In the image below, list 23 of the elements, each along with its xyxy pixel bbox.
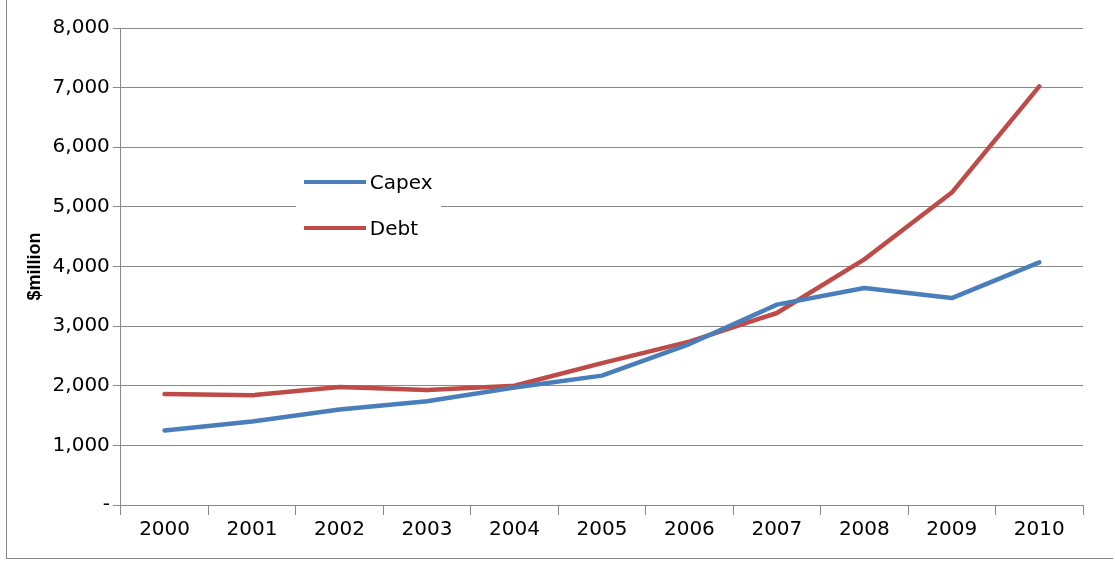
x-tick-label: 2005 bbox=[576, 516, 628, 541]
y-tick-label: 3,000 bbox=[52, 312, 110, 337]
legend-label: Capex bbox=[369, 170, 433, 194]
y-tick-label: 7,000 bbox=[52, 73, 110, 98]
y-tick-label: 4,000 bbox=[52, 252, 110, 277]
y-tick-label: 2,000 bbox=[52, 371, 110, 396]
x-tick-label: 2010 bbox=[1013, 516, 1065, 541]
x-tick-label: 2006 bbox=[663, 516, 715, 541]
legend-label: Debt bbox=[369, 216, 419, 240]
x-tick-label: 2008 bbox=[838, 516, 890, 541]
y-tick-label: 6,000 bbox=[52, 133, 110, 158]
x-tick-label: 2007 bbox=[751, 516, 803, 541]
y-tick-label: 5,000 bbox=[52, 193, 110, 218]
y-axis-title: $million bbox=[23, 232, 44, 301]
x-tick-label: 2003 bbox=[401, 516, 453, 541]
x-tick-label: 2002 bbox=[314, 516, 365, 541]
x-tick-label: 2009 bbox=[926, 516, 978, 541]
x-tick-label: 2001 bbox=[226, 516, 278, 541]
x-tick-label: 2004 bbox=[489, 516, 540, 541]
x-tick-label: 2000 bbox=[139, 516, 191, 541]
y-tick-label: 1,000 bbox=[52, 431, 110, 456]
y-tick-label: - bbox=[102, 491, 110, 516]
y-tick-label: 8,000 bbox=[52, 14, 110, 39]
